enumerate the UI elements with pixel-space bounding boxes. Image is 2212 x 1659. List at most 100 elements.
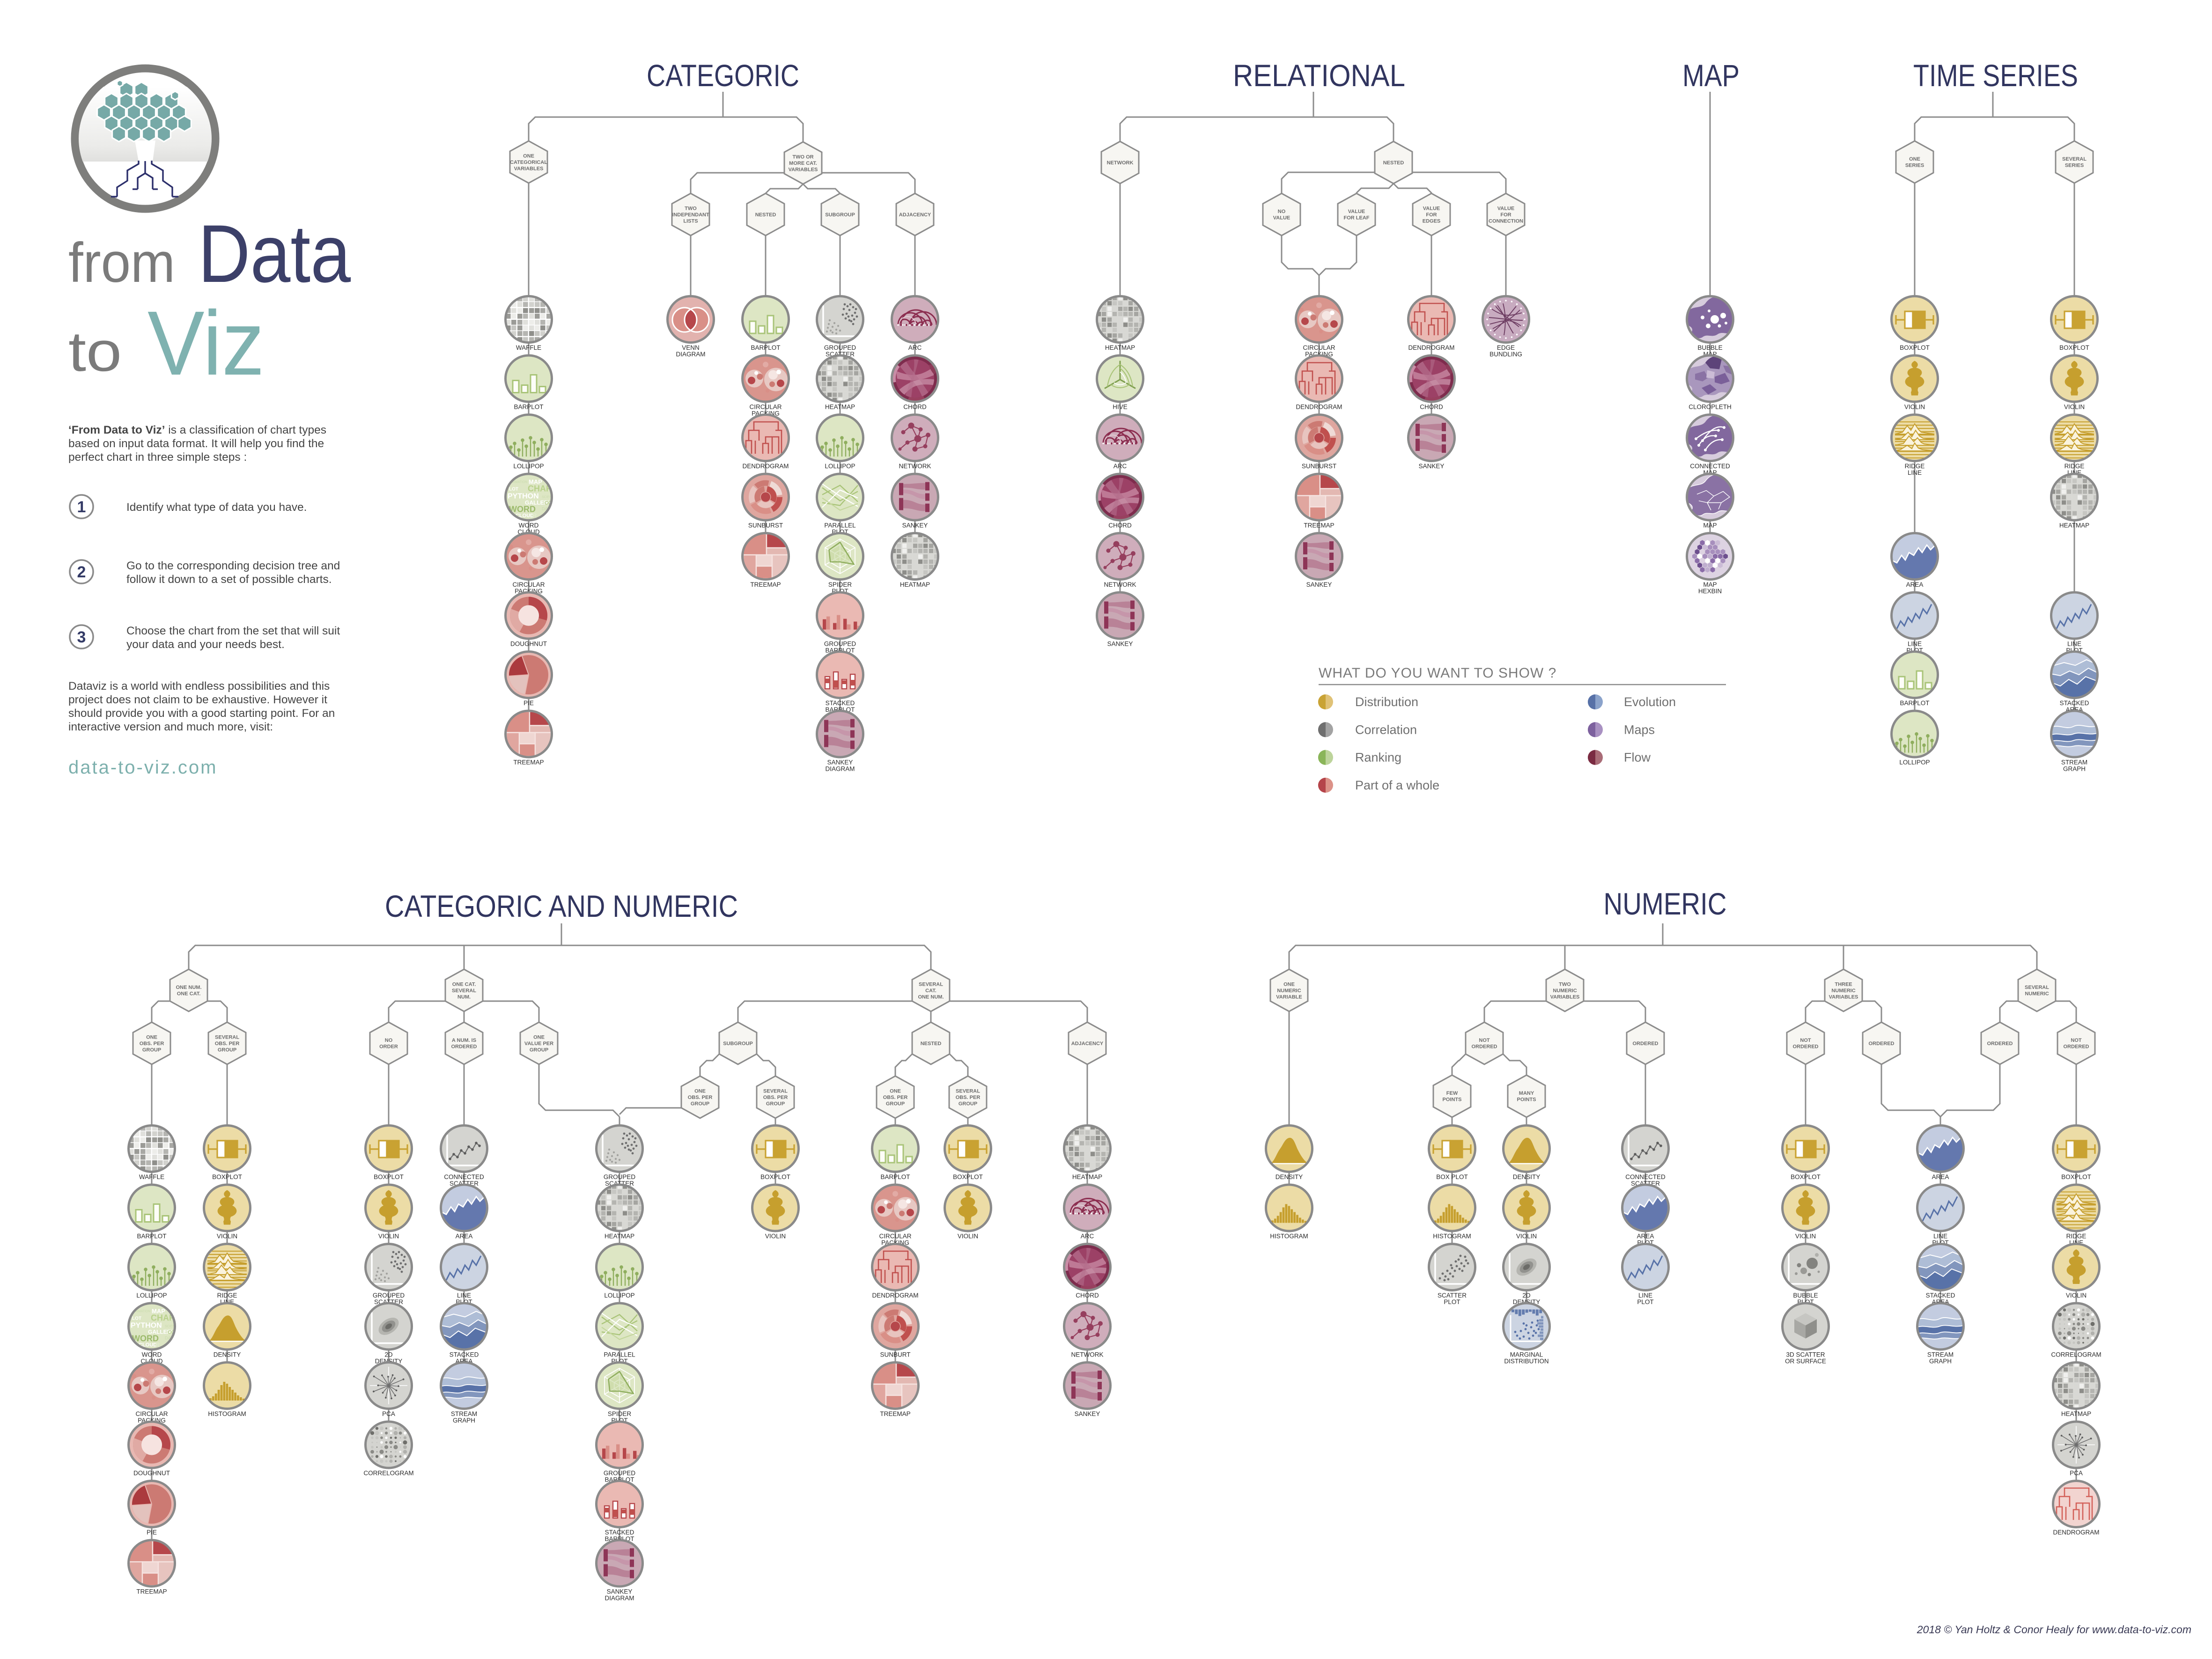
svg-text:HEATMAP: HEATMAP	[900, 581, 930, 588]
svg-text:GRAPH: GRAPH	[2063, 766, 2086, 773]
svg-text:VIOLIN: VIOLIN	[765, 1233, 786, 1240]
svg-text:WORD: WORD	[142, 1351, 162, 1358]
svg-text:BOXPLOT: BOXPLOT	[2061, 1173, 2091, 1180]
svg-text:NOT: NOT	[1479, 1038, 1490, 1043]
svg-text:CORRELOGRAM: CORRELOGRAM	[2051, 1351, 2101, 1358]
svg-text:ARC: ARC	[908, 344, 922, 351]
svg-text:LINE: LINE	[1638, 1292, 1652, 1299]
svg-text:Correlation: Correlation	[1355, 723, 1417, 737]
svg-text:HIVE: HIVE	[1113, 404, 1128, 411]
svg-text:RIDGE: RIDGE	[217, 1292, 237, 1299]
svg-text:BOXPLOT: BOXPLOT	[760, 1173, 790, 1180]
svg-text:AREA: AREA	[456, 1233, 473, 1240]
svg-text:VIOLIN: VIOLIN	[217, 1233, 237, 1240]
svg-text:LOLLIPOP: LOLLIPOP	[513, 463, 544, 470]
svg-text:STACKED: STACKED	[450, 1351, 479, 1358]
svg-text:FOR LEAF: FOR LEAF	[1344, 215, 1370, 221]
svg-text:LOLLIPOP: LOLLIPOP	[825, 463, 855, 470]
svg-text:ONE: ONE	[533, 1035, 545, 1040]
svg-text:NOT: NOT	[1800, 1038, 1811, 1043]
svg-text:CIRCULAR: CIRCULAR	[1303, 344, 1335, 351]
svg-text:ARC: ARC	[1113, 463, 1127, 470]
svg-text:STREAM: STREAM	[1927, 1351, 1954, 1358]
svg-text:ONE NUM.: ONE NUM.	[918, 995, 944, 1000]
svg-text:EDGE: EDGE	[1497, 344, 1515, 351]
svg-text:PCA: PCA	[382, 1410, 395, 1417]
svg-text:TREEMAP: TREEMAP	[136, 1588, 167, 1595]
svg-text:DIAGRAM: DIAGRAM	[605, 1595, 634, 1602]
svg-text:AREA: AREA	[1932, 1173, 1949, 1180]
svg-text:LINE: LINE	[2067, 641, 2081, 648]
svg-text:from: from	[68, 231, 175, 294]
svg-text:to: to	[68, 320, 122, 383]
svg-text:VALUE: VALUE	[1423, 206, 1440, 212]
svg-text:WAFFLE: WAFFLE	[516, 344, 541, 351]
svg-text:BARPLOT: BARPLOT	[514, 404, 543, 411]
svg-text:CIRCULAR: CIRCULAR	[749, 404, 782, 411]
svg-text:DOUGHNUT: DOUGHNUT	[133, 1470, 170, 1477]
svg-text:ONE: ONE	[1283, 982, 1295, 988]
svg-text:LISTS: LISTS	[683, 219, 698, 224]
svg-text:RIDGE: RIDGE	[2065, 463, 2085, 470]
svg-text:GROUPED: GROUPED	[604, 1470, 636, 1477]
svg-text:SEVERAL: SEVERAL	[452, 988, 476, 994]
svg-text:ARC: ARC	[1081, 1233, 1094, 1240]
svg-text:MANY: MANY	[1519, 1091, 1534, 1096]
svg-text:DENDROGRAM: DENDROGRAM	[1408, 344, 1454, 351]
svg-text:NUMERIC: NUMERIC	[1831, 988, 1855, 994]
svg-text:BOXPLOT: BOXPLOT	[212, 1173, 242, 1180]
svg-text:VALUE: VALUE	[1273, 215, 1290, 221]
svg-text:DENDROGRAM: DENDROGRAM	[2053, 1529, 2099, 1536]
svg-text:ORDERED: ORDERED	[1471, 1044, 1497, 1050]
svg-text:SUNBURST: SUNBURST	[1302, 463, 1336, 470]
svg-text:Distribution: Distribution	[1355, 695, 1418, 709]
svg-text:SPIDER: SPIDER	[608, 1410, 632, 1417]
svg-text:TWO: TWO	[1559, 982, 1571, 988]
svg-text:PLOT: PLOT	[1637, 1298, 1653, 1305]
svg-text:DENSITY: DENSITY	[1276, 1173, 1303, 1180]
svg-text:Evolution: Evolution	[1624, 695, 1676, 709]
svg-text:FOR: FOR	[1500, 212, 1511, 218]
svg-text:Viz: Viz	[147, 292, 265, 394]
svg-text:PARALLEL: PARALLEL	[824, 522, 856, 529]
svg-text:Ranking: Ranking	[1355, 751, 1401, 765]
svg-text:INDEPENDANT: INDEPENDANT	[672, 212, 709, 218]
svg-text:OBS. PER: OBS. PER	[956, 1095, 981, 1100]
svg-text:HISTOGRAM: HISTOGRAM	[1433, 1233, 1471, 1240]
svg-text:ORDERED: ORDERED	[1632, 1041, 1658, 1047]
svg-text:CATEGORICAL: CATEGORICAL	[510, 160, 547, 165]
svg-text:ADJACENCY: ADJACENCY	[1071, 1041, 1104, 1047]
svg-text:your data and your needs best.: your data and your needs best.	[126, 638, 285, 651]
svg-text:STACKED: STACKED	[826, 700, 855, 707]
svg-text:PARALLEL: PARALLEL	[604, 1351, 635, 1358]
svg-text:HEATMAP: HEATMAP	[2059, 522, 2089, 529]
svg-text:NUMERIC: NUMERIC	[1277, 988, 1301, 994]
svg-text:POINTS: POINTS	[1517, 1097, 1536, 1103]
svg-text:FOR: FOR	[1426, 212, 1437, 218]
svg-text:VIOLIN: VIOLIN	[378, 1233, 399, 1240]
svg-text:CLOROPLETH: CLOROPLETH	[1688, 404, 1732, 411]
svg-text:VALUE PER: VALUE PER	[524, 1041, 553, 1047]
svg-text:SPIDER: SPIDER	[828, 581, 852, 588]
svg-text:CATEGORIC: CATEGORIC	[647, 58, 799, 93]
svg-text:ONE NUM.: ONE NUM.	[176, 985, 202, 990]
svg-text:CHORD: CHORD	[1076, 1292, 1099, 1299]
svg-text:‘From Data to Viz’ is a classi: ‘From Data to Viz’ is a classification o…	[68, 424, 326, 436]
svg-text:BUNDLING: BUNDLING	[1489, 351, 1522, 358]
svg-text:LINE: LINE	[1908, 469, 1922, 476]
svg-text:MAP: MAP	[1682, 58, 1740, 93]
svg-text:Data: Data	[198, 208, 351, 300]
svg-text:DENDROGRAM: DENDROGRAM	[1296, 404, 1342, 411]
svg-text:perfect chart in three simple: perfect chart in three simple steps :	[68, 451, 247, 464]
svg-text:NO: NO	[385, 1038, 393, 1043]
svg-text:PCA: PCA	[2070, 1470, 2083, 1477]
svg-text:CONNECTION: CONNECTION	[1489, 219, 1523, 224]
svg-text:HEXBIN: HEXBIN	[1698, 588, 1722, 595]
svg-text:BUBBLE: BUBBLE	[1793, 1292, 1818, 1299]
svg-text:MORE CAT.: MORE CAT.	[789, 161, 817, 166]
svg-text:3: 3	[77, 628, 86, 646]
svg-text:BOXPLOT: BOXPLOT	[1900, 344, 1930, 351]
svg-text:CAT.: CAT.	[925, 988, 936, 994]
svg-text:SUNBURST: SUNBURST	[748, 522, 783, 529]
svg-text:HEATMAP: HEATMAP	[605, 1233, 634, 1240]
